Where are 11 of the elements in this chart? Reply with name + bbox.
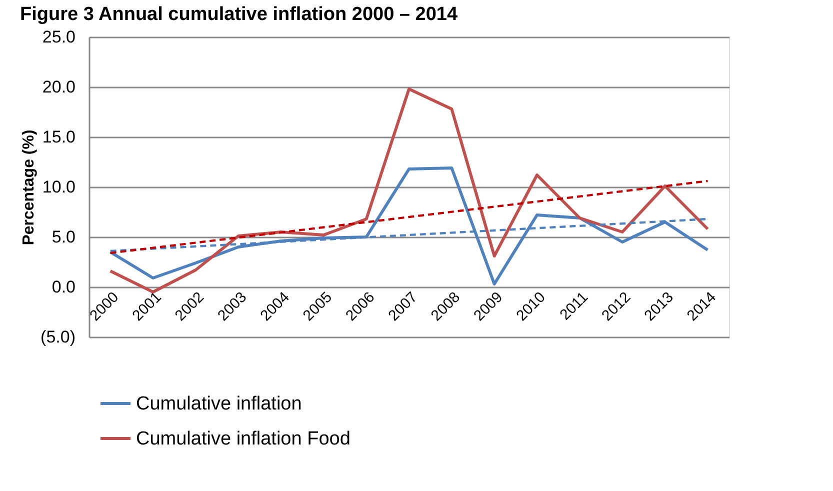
y-tick-label: (5.0) — [40, 328, 76, 346]
y-tick-label: 15.0 — [42, 128, 76, 146]
chart-title: Figure 3 Annual cumulative inflation 2000 – 2014 — [20, 4, 458, 25]
y-tick-label: 5.0 — [52, 228, 76, 246]
legend-label: Cumulative inflation Food — [136, 428, 350, 450]
legend-label: Cumulative inflation — [136, 394, 302, 414]
y-tick-label: 10.0 — [42, 178, 76, 196]
y-tick-label: 25.0 — [42, 28, 76, 46]
y-axis-title: Percentage (%) — [20, 130, 38, 246]
y-tick-label: 20.0 — [42, 78, 76, 96]
y-tick-label: 0.0 — [52, 278, 76, 296]
